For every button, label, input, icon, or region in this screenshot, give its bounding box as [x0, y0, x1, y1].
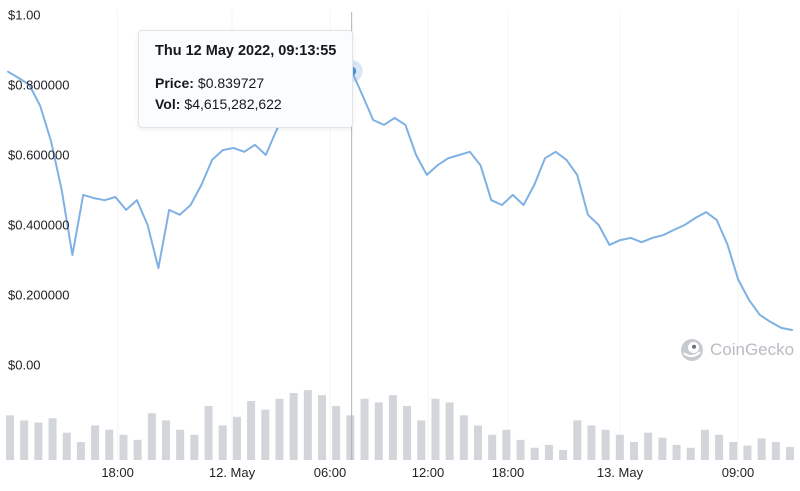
coingecko-watermark: CoinGecko [680, 338, 794, 362]
volume-bar [474, 425, 482, 460]
volume-bar [133, 439, 142, 460]
tooltip-volume-line: Vol: $4,615,282,622 [155, 94, 336, 115]
y-axis-label: $0.200000 [8, 288, 69, 303]
coingecko-logo-icon [680, 338, 704, 362]
volume-bar [445, 402, 454, 460]
volume-bar [374, 402, 383, 460]
volume-bar [786, 447, 794, 460]
volume-bar [147, 413, 156, 460]
volume-bar [303, 390, 312, 460]
x-axis-label: 13. May [597, 465, 644, 480]
chart-tooltip: Thu 12 May 2022, 09:13:55 Price: $0.83972… [138, 30, 354, 128]
volume-bar [332, 406, 341, 460]
x-axis-label: 12. May [209, 465, 256, 480]
x-axis-label: 18:00 [101, 465, 134, 480]
volume-bar [119, 434, 128, 460]
volume-bar [686, 447, 695, 460]
volume-bar [630, 442, 638, 460]
volume-bar [20, 420, 29, 460]
volume-bar [275, 398, 284, 460]
volume-bar [204, 406, 213, 460]
volume-bar [431, 398, 440, 460]
volume-bar [388, 395, 397, 460]
tooltip-datetime: Thu 12 May 2022, 09:13:55 [155, 43, 337, 59]
volume-bar [488, 434, 497, 460]
volume-bar [318, 395, 326, 460]
x-axis-label: 06:00 [314, 465, 347, 480]
volume-bar [360, 398, 369, 460]
volume-bar [700, 429, 709, 460]
volume-bar [105, 429, 114, 460]
volume-bar [76, 442, 85, 460]
volume-bar [644, 432, 653, 460]
volume-bar [190, 434, 199, 460]
volume-bar [573, 420, 582, 460]
volume-bar [417, 420, 426, 460]
volume-bar [502, 429, 511, 460]
y-axis-label: $0.600000 [8, 148, 69, 163]
volume-bar [459, 415, 468, 460]
volume-bar [615, 434, 624, 460]
volume-bar [672, 444, 681, 460]
volume-bar [715, 434, 724, 460]
tooltip-price-line: Price: $0.839727 [155, 73, 336, 94]
y-axis-label: $0.00 [8, 358, 41, 373]
volume-bar [743, 445, 752, 460]
volume-bar [530, 447, 539, 460]
volume-bar [587, 425, 596, 460]
volume-bar [729, 442, 738, 460]
volume-bar [62, 432, 71, 460]
volume-bar [34, 422, 43, 460]
volume-bar [176, 429, 185, 460]
volume-bar [403, 406, 412, 460]
volume-bar [559, 449, 568, 460]
x-axis-label: 12:00 [412, 465, 445, 480]
volume-bar [658, 437, 667, 460]
volume-bar [516, 439, 525, 460]
tooltip-price-value: $0.839727 [197, 75, 265, 91]
volume-bar [261, 409, 270, 460]
volume-bar [232, 416, 241, 460]
tooltip-volume-value: $4,615,282,622 [184, 96, 282, 112]
volume-bar [289, 393, 298, 460]
volume-bar [346, 415, 355, 460]
price-line [7, 70, 793, 331]
coingecko-watermark-text: CoinGecko [710, 340, 795, 359]
y-axis-label: $0.800000 [8, 78, 69, 93]
volume-bar [6, 415, 14, 460]
volume-bar [162, 420, 170, 460]
y-axis-label: $0.400000 [8, 218, 69, 233]
tooltip-volume-label: Vol: [155, 96, 181, 112]
volume-bar [48, 418, 57, 460]
tooltip-price-label: Price: [155, 75, 194, 91]
volume-bar [247, 400, 256, 460]
volume-bar [544, 444, 553, 460]
x-axis-label: 18:00 [492, 465, 525, 480]
volume-bar [601, 429, 610, 460]
volume-bar [218, 425, 227, 460]
volume-bar [757, 438, 766, 460]
volume-bar [771, 442, 780, 460]
volume-bar [91, 425, 100, 460]
x-axis-label: 09:00 [722, 465, 755, 480]
y-axis-label: $1.00 [8, 8, 41, 23]
